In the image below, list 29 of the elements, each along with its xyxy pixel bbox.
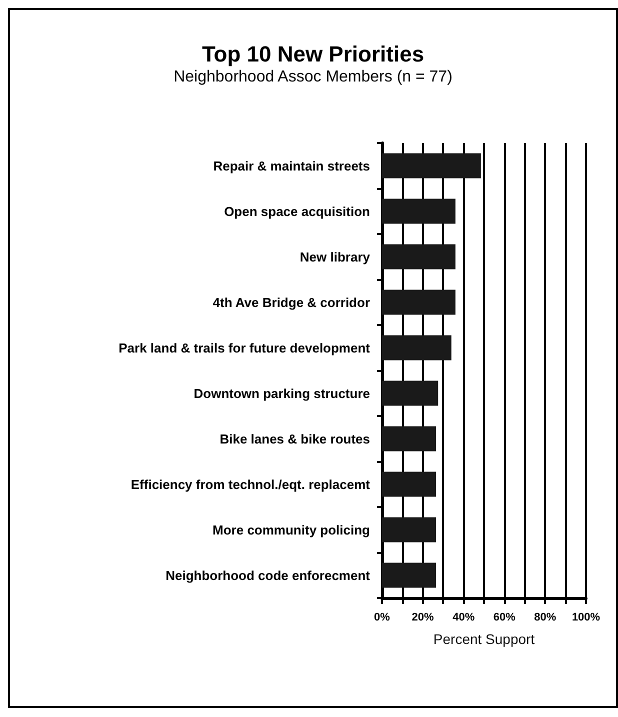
bar — [382, 472, 436, 497]
x-tick-label: 80% — [534, 612, 556, 624]
y-tick-label: 4th Ave Bridge & corridor — [212, 294, 370, 310]
y-tick-label: Efficiency from technol./eqt. replacemt — [130, 476, 371, 492]
bar — [382, 244, 456, 270]
bar — [382, 335, 452, 360]
bar — [382, 153, 481, 178]
y-tick-label: Bike lanes & bike routes — [220, 431, 370, 446]
x-tick-label: 20% — [412, 612, 434, 624]
y-tick-label: Open space acquisition — [224, 204, 370, 219]
y-tick-label: New library — [300, 249, 371, 264]
chart-title: Top 10 New Priorities — [202, 42, 424, 66]
x-tick-label: 60% — [493, 612, 516, 624]
y-tick-label: Downtown parking structure — [194, 386, 370, 401]
bar — [382, 380, 438, 406]
x-tick-label: 100% — [572, 612, 600, 624]
x-tick-label: 40% — [452, 612, 475, 624]
bar — [382, 290, 456, 315]
y-tick-label: More community policing — [212, 522, 370, 538]
chart-subtitle: Neighborhood Assoc Members (n = 77) — [174, 68, 452, 86]
bar — [382, 562, 436, 588]
y-tick-label: Neighborhood code enforecment — [166, 568, 371, 583]
x-axis-title: Percent Support — [433, 631, 535, 647]
bar — [382, 198, 456, 224]
x-tick-label: 0% — [374, 612, 390, 624]
bar — [382, 517, 436, 542]
y-tick-label: Park land & trails for future development — [118, 340, 371, 356]
y-tick-label: Repair & maintain streets — [213, 158, 370, 174]
bar — [382, 426, 436, 452]
